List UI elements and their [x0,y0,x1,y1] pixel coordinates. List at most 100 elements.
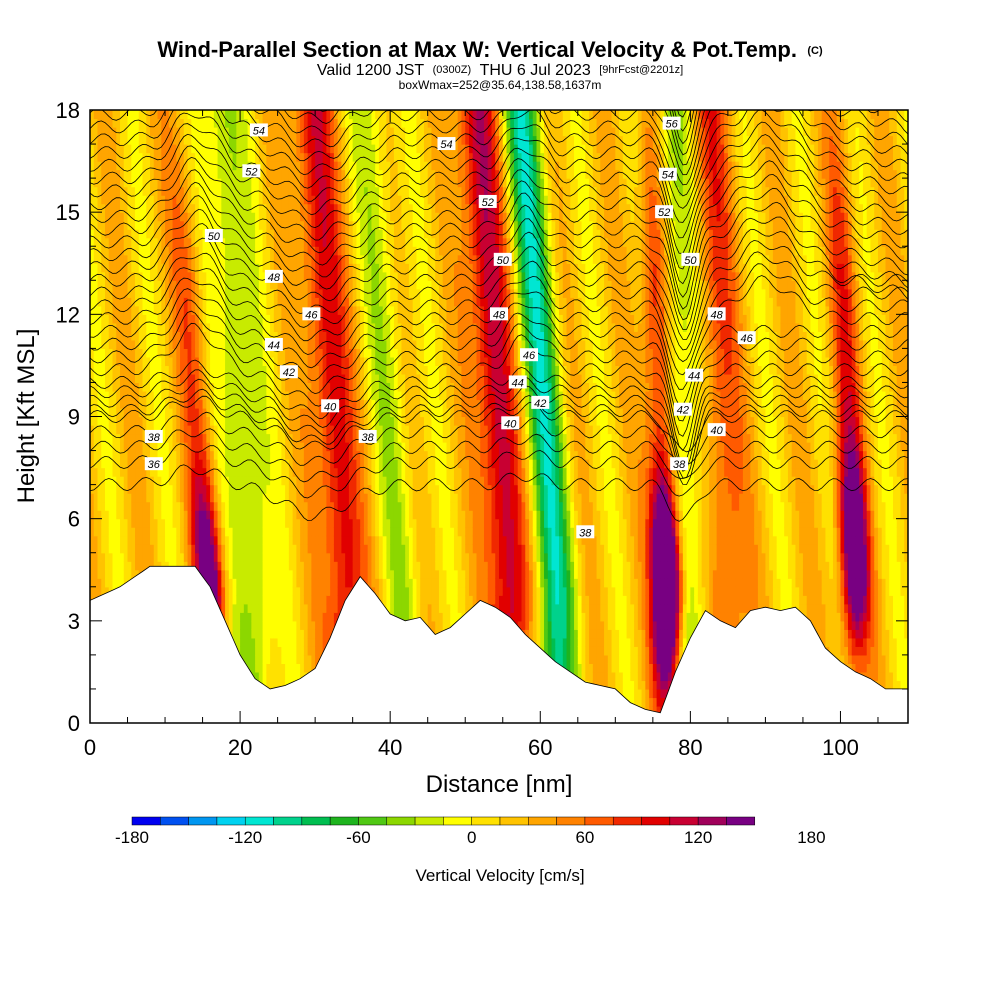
w-field-cell [206,212,211,222]
w-field-cell [258,348,264,358]
w-field-cell [300,416,305,426]
w-field-cell [202,118,207,128]
w-field-cell [168,382,174,392]
w-field-cell [315,152,320,162]
w-field-cell [281,263,286,273]
w-field-cell [120,280,125,290]
w-field-cell [318,152,324,162]
w-field-cell [90,178,95,188]
w-field-cell [232,186,237,196]
w-field-cell [97,322,102,332]
w-field-cell [232,263,237,273]
w-field-cell [97,135,102,145]
w-field-cell [187,450,192,460]
w-field-cell [135,407,140,418]
w-field-cell [255,569,260,579]
w-field-cell [90,544,95,554]
w-field-cell [303,595,309,605]
w-field-cell [206,390,211,401]
w-field-cell [198,476,204,486]
w-field-cell [206,322,211,332]
w-field-cell [105,586,110,596]
w-field-cell [341,348,346,358]
w-field-cell [150,220,155,230]
w-field-cell [202,212,207,222]
w-field-cell [240,552,245,562]
w-field-cell [258,144,264,154]
w-field-cell [146,450,151,460]
w-field-cell [292,459,297,469]
w-field-cell [176,365,181,375]
w-field-cell [217,152,222,162]
w-field-cell [120,203,125,213]
w-field-cell [135,399,140,409]
w-field-cell [146,220,151,230]
w-field-cell [187,493,192,503]
w-field-cell [228,237,234,247]
w-field-cell [93,493,99,503]
w-field-cell [112,271,117,281]
w-field-cell [326,459,331,469]
w-field-cell [240,603,245,613]
w-field-cell [210,220,215,230]
w-field-cell [206,305,211,315]
w-field-cell [120,169,125,179]
w-field-cell [337,169,342,179]
w-field-cell [142,493,147,503]
w-field-cell [330,476,335,486]
w-field-cell [345,246,350,256]
w-field-cell [108,229,114,239]
w-field-cell [273,220,279,230]
w-field-cell [296,152,301,162]
w-field-cell [198,254,204,264]
w-field-cell [195,110,200,120]
w-field-cell [123,186,129,196]
w-field-cell [157,152,162,162]
w-field-cell [127,382,132,392]
w-field-cell [285,254,290,264]
w-field-cell [176,127,181,137]
w-field-cell [292,373,297,384]
w-field-cell [195,118,200,128]
w-field-cell [191,484,196,494]
w-field-cell [161,322,166,332]
w-field-cell [322,127,327,137]
w-field-cell [318,178,324,188]
w-field-cell [108,339,114,349]
w-field-cell [262,254,267,264]
w-field-cell [255,501,260,511]
w-field-cell [303,203,309,213]
w-field-cell [341,118,346,128]
w-field-cell [206,535,211,545]
w-field-cell [168,544,174,554]
w-field-cell [210,544,215,554]
w-field-cell [330,544,335,554]
w-field-cell [108,535,114,545]
w-field-cell [108,433,114,443]
w-field-cell [135,263,140,273]
w-field-cell [168,152,174,162]
w-field-cell [315,425,320,435]
w-field-cell [330,510,335,520]
w-field-cell [307,612,312,622]
w-field-cell [348,569,354,579]
w-field-cell [315,467,320,477]
w-field-cell [142,399,147,409]
w-field-cell [142,433,147,443]
w-field-cell [311,365,316,375]
w-field-cell [123,169,129,179]
w-field-cell [150,161,155,171]
w-field-cell [195,544,200,554]
w-field-cell [176,467,181,477]
w-field-cell [251,586,256,596]
w-field-cell [116,484,121,494]
w-field-cell [307,203,312,213]
w-field-cell [345,552,350,562]
w-field-cell [210,382,215,392]
w-field-cell [172,280,177,290]
w-field-cell [183,237,189,247]
w-field-cell [198,152,204,162]
w-field-cell [176,493,181,503]
w-field-cell [157,416,162,426]
w-field-cell [247,144,252,154]
